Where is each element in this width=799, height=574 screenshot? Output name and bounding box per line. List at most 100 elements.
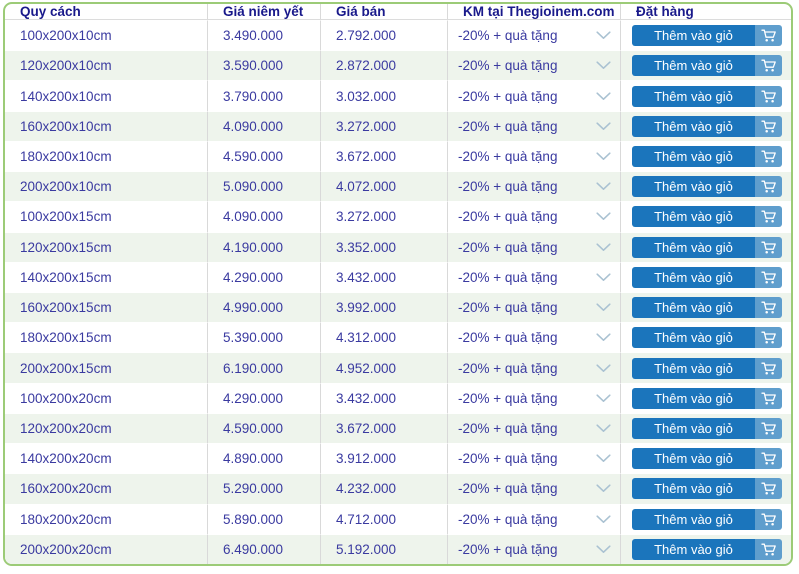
cart-button-segment[interactable]: [755, 145, 782, 167]
list-price-cell: 5.390.000: [207, 322, 320, 353]
cart-button-segment[interactable]: [755, 266, 782, 288]
promo-dropdown[interactable]: -20% + quà tặng: [458, 119, 620, 134]
cart-button-segment[interactable]: [755, 55, 782, 77]
add-to-cart-button[interactable]: Thêm vào giỏ: [632, 55, 782, 77]
add-to-cart-label: Thêm vào giỏ: [632, 206, 755, 228]
sale-price-cell: 4.312.000: [320, 322, 447, 353]
promo-label: -20% + quà tặng: [458, 481, 558, 497]
cart-button-segment[interactable]: [755, 115, 782, 137]
promo-dropdown[interactable]: -20% + quà tặng: [458, 361, 620, 376]
shopping-cart-icon: [760, 513, 776, 526]
table-row: 160x200x10cm 4.090.000 3.272.000 -20% + …: [5, 110, 791, 141]
add-to-cart-button[interactable]: Thêm vào giỏ: [632, 145, 782, 167]
cart-button-segment[interactable]: [755, 387, 782, 409]
add-to-cart-button[interactable]: Thêm vào giỏ: [632, 417, 782, 439]
chevron-down-icon[interactable]: [596, 122, 611, 131]
chevron-down-icon[interactable]: [596, 31, 611, 40]
table-row: 120x200x10cm 3.590.000 2.872.000 -20% + …: [5, 50, 791, 81]
chevron-down-icon[interactable]: [596, 182, 611, 191]
sale-price-cell: 3.992.000: [320, 291, 447, 323]
list-price-cell: 6.490.000: [207, 533, 320, 564]
promo-dropdown[interactable]: -20% + quà tặng: [458, 300, 620, 315]
chevron-down-icon[interactable]: [596, 333, 611, 342]
cart-button-segment[interactable]: [755, 206, 782, 228]
list-price-cell: 4.290.000: [207, 261, 320, 292]
add-to-cart-label: Thêm vào giỏ: [632, 236, 755, 258]
chevron-down-icon[interactable]: [596, 152, 611, 161]
add-to-cart-button[interactable]: Thêm vào giỏ: [632, 176, 782, 198]
list-price-cell: 5.890.000: [207, 503, 320, 534]
chevron-down-icon[interactable]: [596, 545, 611, 554]
add-to-cart-button[interactable]: Thêm vào giỏ: [632, 327, 782, 349]
cart-button-segment[interactable]: [755, 478, 782, 500]
table-row: 140x200x10cm 3.790.000 3.032.000 -20% + …: [5, 80, 791, 111]
promo-dropdown[interactable]: -20% + quà tặng: [458, 149, 620, 164]
promo-dropdown[interactable]: -20% + quà tặng: [458, 28, 620, 43]
add-to-cart-button[interactable]: Thêm vào giỏ: [632, 478, 782, 500]
promo-dropdown[interactable]: -20% + quà tặng: [458, 58, 620, 73]
cart-button-segment[interactable]: [755, 297, 782, 319]
shopping-cart-icon: [760, 331, 776, 344]
chevron-down-icon[interactable]: [596, 363, 611, 373]
cart-button-segment[interactable]: [755, 85, 782, 107]
promo-dropdown[interactable]: -20% + quà tặng: [458, 512, 620, 527]
add-to-cart-button[interactable]: Thêm vào giỏ: [632, 508, 782, 530]
cart-button-segment[interactable]: [755, 508, 782, 530]
table-row: 140x200x15cm 4.290.000 3.432.000 -20% + …: [5, 261, 791, 292]
chevron-down-icon[interactable]: [596, 394, 611, 403]
cart-button-segment[interactable]: [755, 176, 782, 198]
size-cell: 100x200x15cm: [5, 201, 207, 231]
add-to-cart-label: Thêm vào giỏ: [632, 448, 755, 470]
add-to-cart-button[interactable]: Thêm vào giỏ: [632, 538, 782, 560]
chevron-down-icon[interactable]: [596, 61, 611, 70]
promo-dropdown[interactable]: -20% + quà tặng: [458, 481, 620, 496]
cart-button-segment[interactable]: [755, 236, 782, 258]
add-to-cart-label: Thêm vào giỏ: [632, 115, 755, 137]
add-to-cart-button[interactable]: Thêm vào giỏ: [632, 297, 782, 319]
cart-button-segment[interactable]: [755, 357, 782, 379]
add-to-cart-button[interactable]: Thêm vào giỏ: [632, 115, 782, 137]
chevron-down-icon[interactable]: [596, 515, 611, 524]
cart-button-segment[interactable]: [755, 25, 782, 47]
add-to-cart-button[interactable]: Thêm vào giỏ: [632, 387, 782, 409]
promo-dropdown[interactable]: -20% + quà tặng: [458, 179, 620, 194]
promo-dropdown[interactable]: -20% + quà tặng: [458, 421, 620, 436]
table-header-row: Quy cách Giá niêm yết Giá bán KM tại The…: [5, 4, 791, 20]
promo-dropdown[interactable]: -20% + quà tặng: [458, 391, 620, 406]
chevron-down-icon[interactable]: [596, 243, 611, 252]
promo-dropdown[interactable]: -20% + quà tặng: [458, 451, 620, 466]
chevron-down-icon[interactable]: [596, 424, 611, 433]
cart-button-segment[interactable]: [755, 327, 782, 349]
add-to-cart-button[interactable]: Thêm vào giỏ: [632, 357, 782, 379]
sale-price-cell: 4.072.000: [320, 171, 447, 202]
add-to-cart-button[interactable]: Thêm vào giỏ: [632, 206, 782, 228]
cart-button-segment[interactable]: [755, 538, 782, 560]
add-to-cart-button[interactable]: Thêm vào giỏ: [632, 85, 782, 107]
chevron-down-icon[interactable]: [596, 91, 611, 101]
promo-dropdown[interactable]: -20% + quà tặng: [458, 240, 620, 255]
chevron-down-icon[interactable]: [596, 454, 611, 463]
promo-dropdown[interactable]: -20% + quà tặng: [458, 330, 620, 345]
add-to-cart-button[interactable]: Thêm vào giỏ: [632, 448, 782, 470]
promo-dropdown[interactable]: -20% + quà tặng: [458, 89, 620, 104]
promo-dropdown[interactable]: -20% + quà tặng: [458, 270, 620, 285]
cart-button-segment[interactable]: [755, 417, 782, 439]
add-to-cart-button[interactable]: Thêm vào giỏ: [632, 25, 782, 47]
chevron-down-icon[interactable]: [596, 303, 611, 312]
size-cell: 200x200x10cm: [5, 171, 207, 202]
add-to-cart-label: Thêm vào giỏ: [632, 55, 755, 77]
promo-dropdown[interactable]: -20% + quà tặng: [458, 209, 620, 224]
add-to-cart-button[interactable]: Thêm vào giỏ: [632, 266, 782, 288]
sale-price-cell: 3.032.000: [320, 80, 447, 111]
promo-dropdown[interactable]: -20% + quà tặng: [458, 542, 620, 557]
cart-button-segment[interactable]: [755, 448, 782, 470]
chevron-down-icon[interactable]: [596, 212, 611, 221]
add-to-cart-button[interactable]: Thêm vào giỏ: [632, 236, 782, 258]
chevron-down-icon[interactable]: [596, 484, 611, 493]
list-price-cell: 4.990.000: [207, 291, 320, 323]
size-cell: 160x200x15cm: [5, 291, 207, 323]
chevron-down-icon[interactable]: [596, 273, 611, 282]
shopping-cart-icon: [760, 29, 776, 42]
promo-label: -20% + quà tặng: [458, 451, 558, 467]
promo-label: -20% + quà tặng: [458, 148, 558, 164]
